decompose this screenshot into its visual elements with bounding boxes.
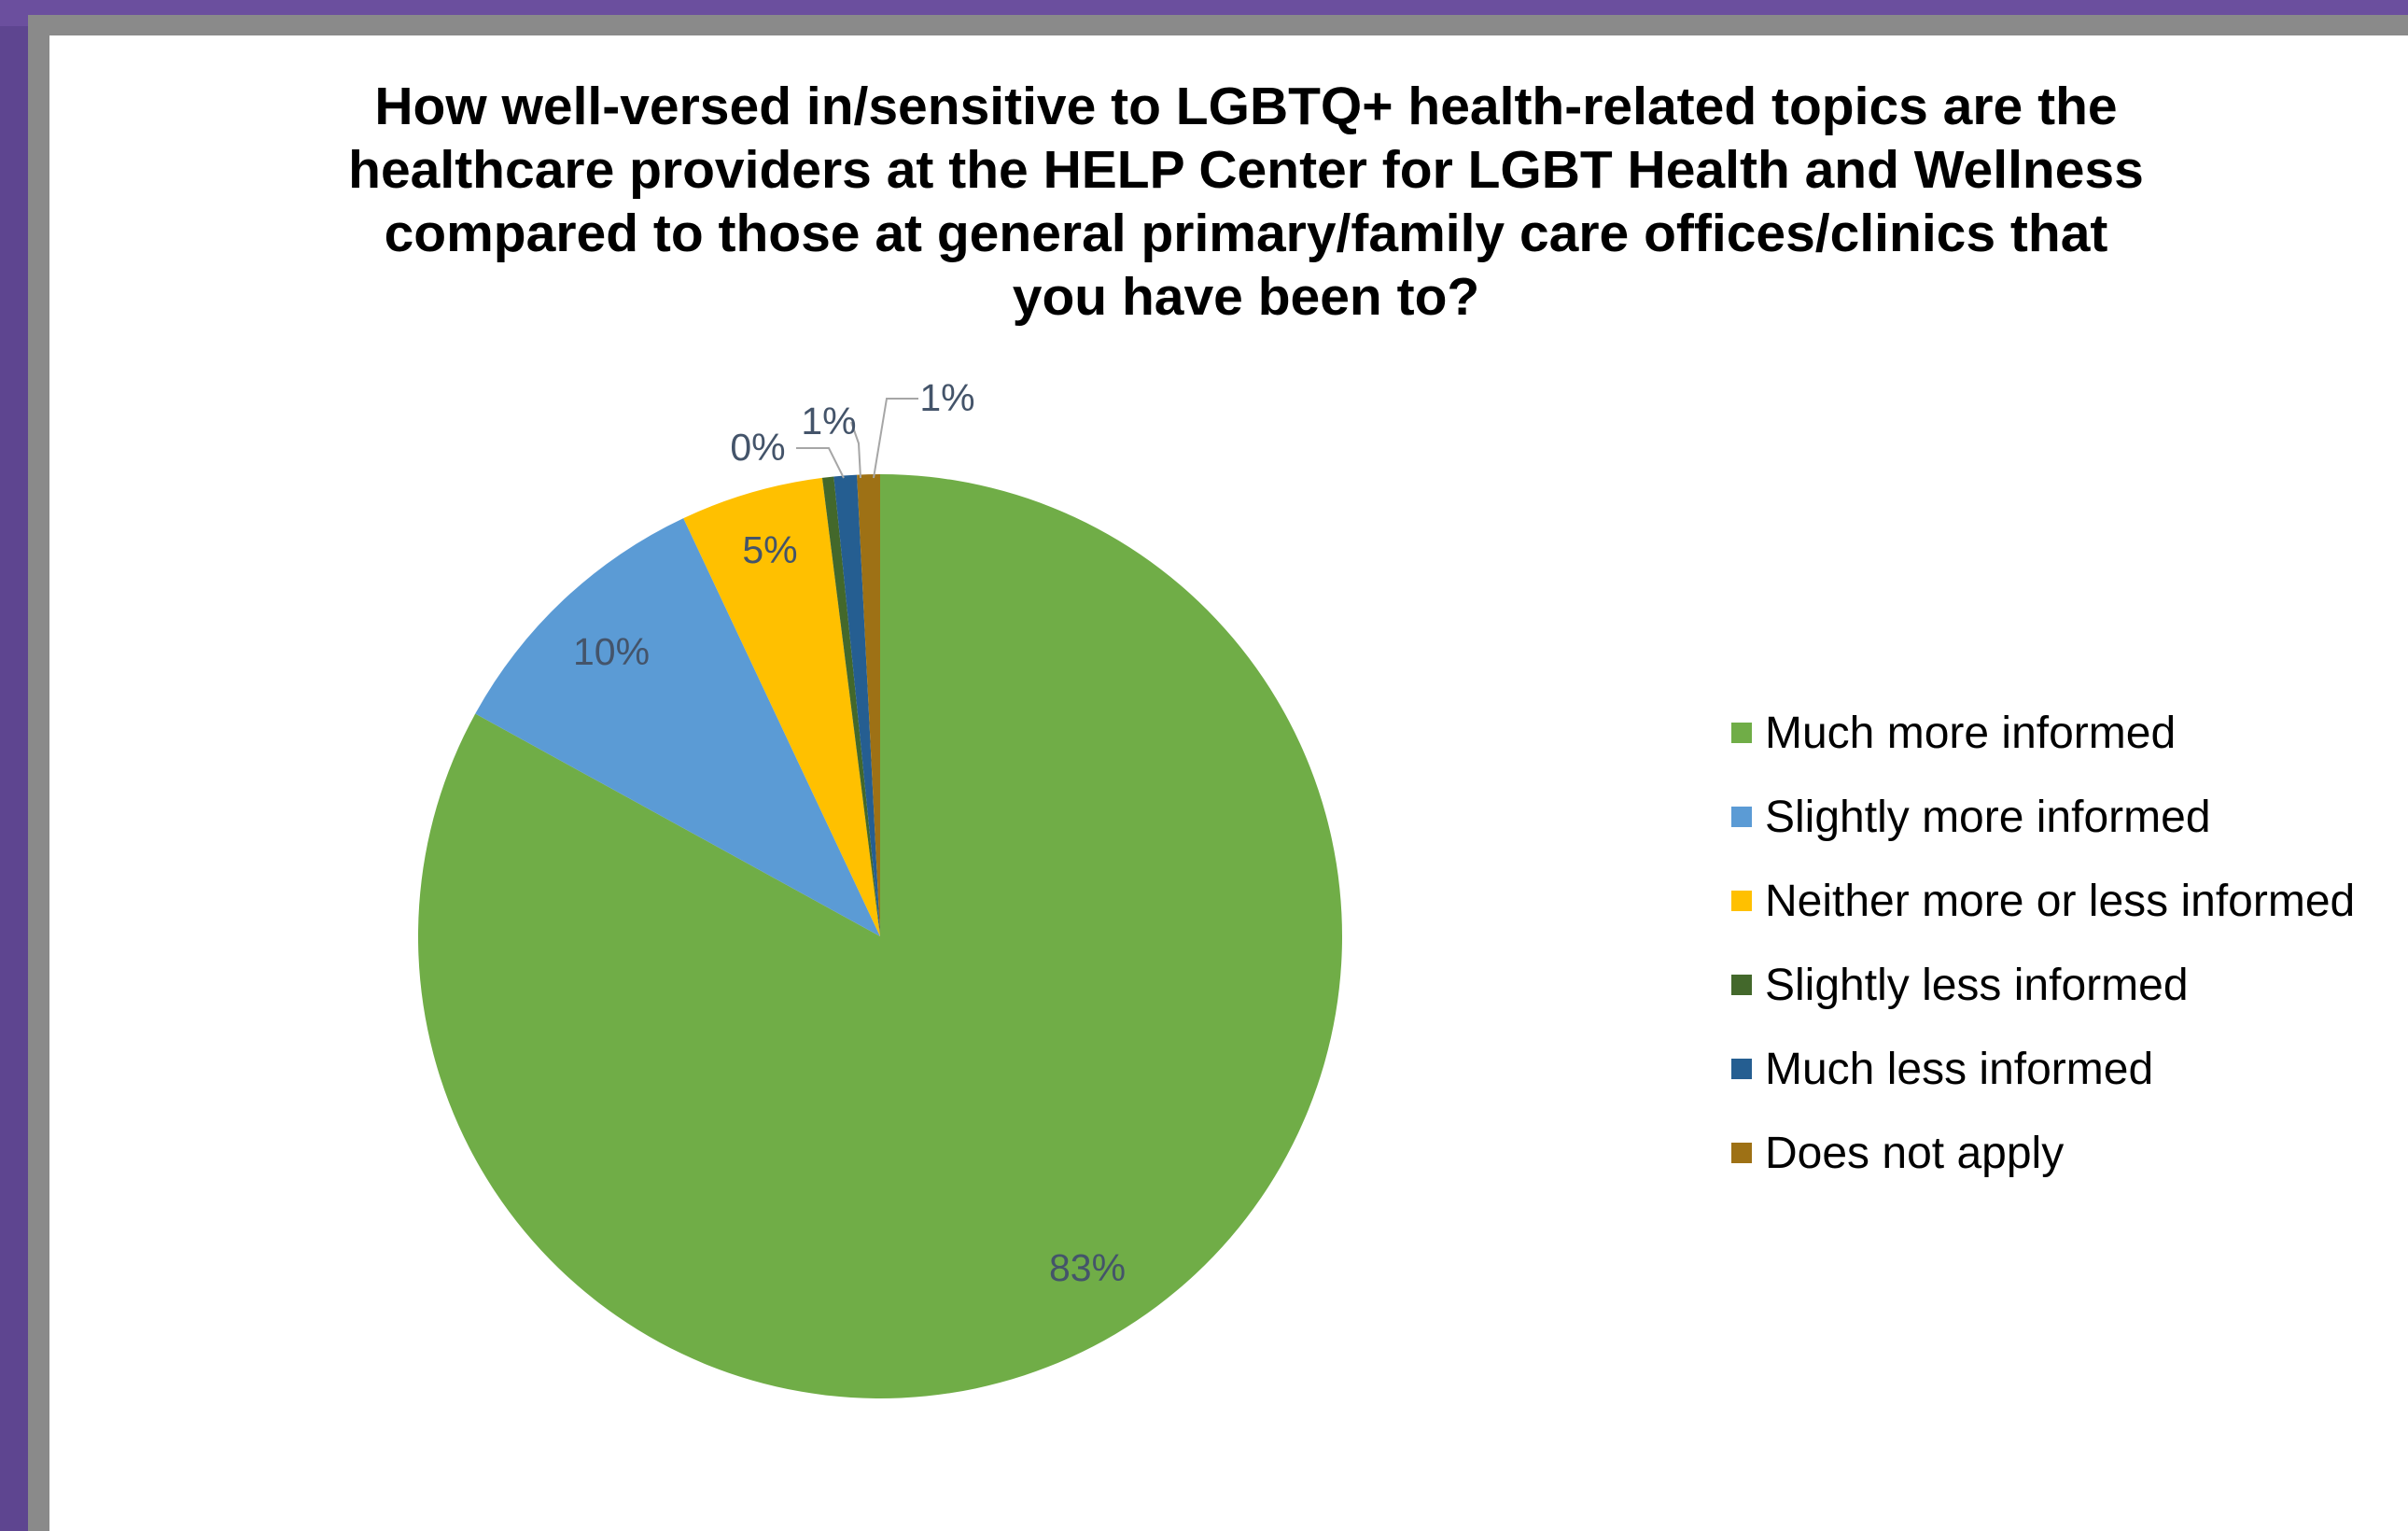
legend-swatch <box>1731 1143 1752 1163</box>
legend-label: Slightly more informed <box>1765 792 2211 842</box>
legend-item-slightly-less-informed: Slightly less informed <box>1731 943 2355 1027</box>
chart-title-line-3: compared to those at general primary/fam… <box>384 204 2108 263</box>
pie-slice-much-less-informed <box>833 474 880 936</box>
pie-slice-much-more-informed <box>417 474 1342 1398</box>
legend-label: Much less informed <box>1765 1044 2154 1094</box>
legend-item-does-not-apply: Does not apply <box>1731 1111 2355 1195</box>
leader-lines <box>796 398 918 479</box>
data-label-much-more-informed: 83% <box>1049 1246 1126 1289</box>
data-label-neither-more-or-less-informed: 5% <box>742 528 797 571</box>
legend-swatch <box>1731 723 1752 743</box>
chart-title: How well-versed in/sensitive to LGBTQ+ h… <box>187 75 2305 329</box>
chart-legend: Much more informed Slightly more informed… <box>1731 691 2355 1195</box>
pie-slices <box>417 474 1342 1398</box>
legend-item-much-more-informed: Much more informed <box>1731 691 2355 775</box>
pie-slice-neither-more-or-less-informed <box>683 477 880 936</box>
legend-swatch <box>1731 807 1752 827</box>
chart-title-line-1: How well-versed in/sensitive to LGBTQ+ h… <box>374 77 2118 136</box>
data-label-slightly-less-informed: 0% <box>730 426 785 469</box>
chart-title-line-4: you have been to? <box>1012 267 1480 327</box>
pie-slice-does-not-apply <box>857 474 880 936</box>
legend-item-much-less-informed: Much less informed <box>1731 1027 2355 1111</box>
legend-label: Does not apply <box>1765 1128 2065 1178</box>
legend-label: Slightly less informed <box>1765 960 2189 1010</box>
pie-slice-slightly-less-informed <box>821 476 880 936</box>
leader-line-much-less-informed <box>850 421 861 479</box>
legend-item-slightly-more-informed: Slightly more informed <box>1731 775 2355 859</box>
data-labels: 83% 10% 5% 0% 1% 1% <box>573 376 1126 1289</box>
pie-slice-slightly-more-informed <box>475 518 880 936</box>
legend-label: Neither more or less informed <box>1765 876 2356 926</box>
legend-swatch <box>1731 891 1752 911</box>
legend-swatch <box>1731 1059 1752 1079</box>
data-label-slightly-more-informed: 10% <box>573 630 650 673</box>
legend-label: Much more informed <box>1765 708 2177 758</box>
data-label-much-less-informed: 1% <box>801 400 856 442</box>
chart-title-line-2: healthcare providers at the HELP Center … <box>348 140 2144 200</box>
leader-line-slightly-less-informed <box>796 447 845 479</box>
legend-item-neither-more-or-less-informed: Neither more or less informed <box>1731 859 2355 943</box>
legend-swatch <box>1731 975 1752 995</box>
leader-line-does-not-apply <box>873 398 918 479</box>
data-label-does-not-apply: 1% <box>919 376 974 419</box>
